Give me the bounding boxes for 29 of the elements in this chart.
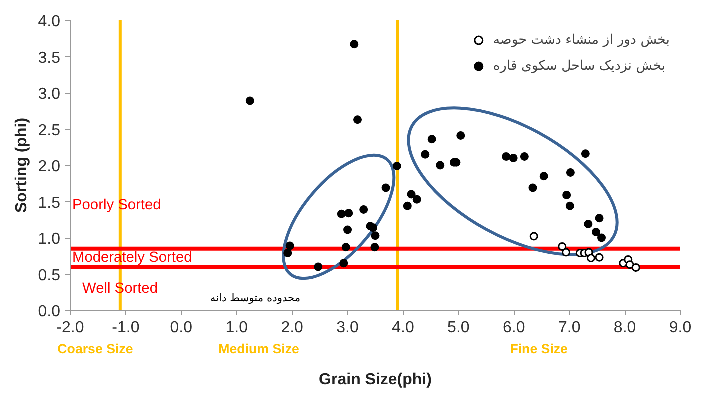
x-tick-label: 3.0 [336,320,359,336]
x-tick-label: 4.0 [392,320,414,336]
legend-label: بخش دور از منشاء دشت حوصه [493,32,670,48]
y-tick-label: 0.0 [38,304,61,320]
x-tick-label: 5.0 [448,320,470,336]
y-tick-label: 0.5 [38,267,61,284]
x-tick-label: 8.0 [614,320,636,336]
annotation: محدوده متوسط دانه [210,292,301,304]
y-tick-label: 3.0 [38,86,61,103]
y-tick-label: 3.5 [38,50,61,67]
x-axis-title: Grain Size(phi) [319,372,432,388]
y-tick-label: 2.0 [38,158,61,176]
y-tick-label: 2.5 [38,122,61,140]
y-axis-title: Sorting (phi) [13,118,30,214]
text: Medium Size [218,342,300,356]
y-tick-label: 1.5 [38,194,61,212]
y-tick-label: 1.0 [38,231,61,248]
y-tick-label: 4.0 [38,14,61,30]
text: Coarse Size [58,342,134,356]
x-tick-label: 2.0 [281,320,304,336]
x-tick-label: 0.0 [170,320,193,336]
legend-label: بخش نزدیک ساحل سکوی قاره [493,58,666,74]
x-tick-label: 9.0 [669,320,692,336]
text: Fine Size [510,342,568,356]
x-tick-label: -2.0 [56,320,84,336]
x-tick-label: 6.0 [503,320,526,336]
x-tick-label: 7.0 [558,320,581,336]
x-tick-label: 1.0 [226,320,248,336]
x-tick-label: -1.0 [112,320,140,336]
